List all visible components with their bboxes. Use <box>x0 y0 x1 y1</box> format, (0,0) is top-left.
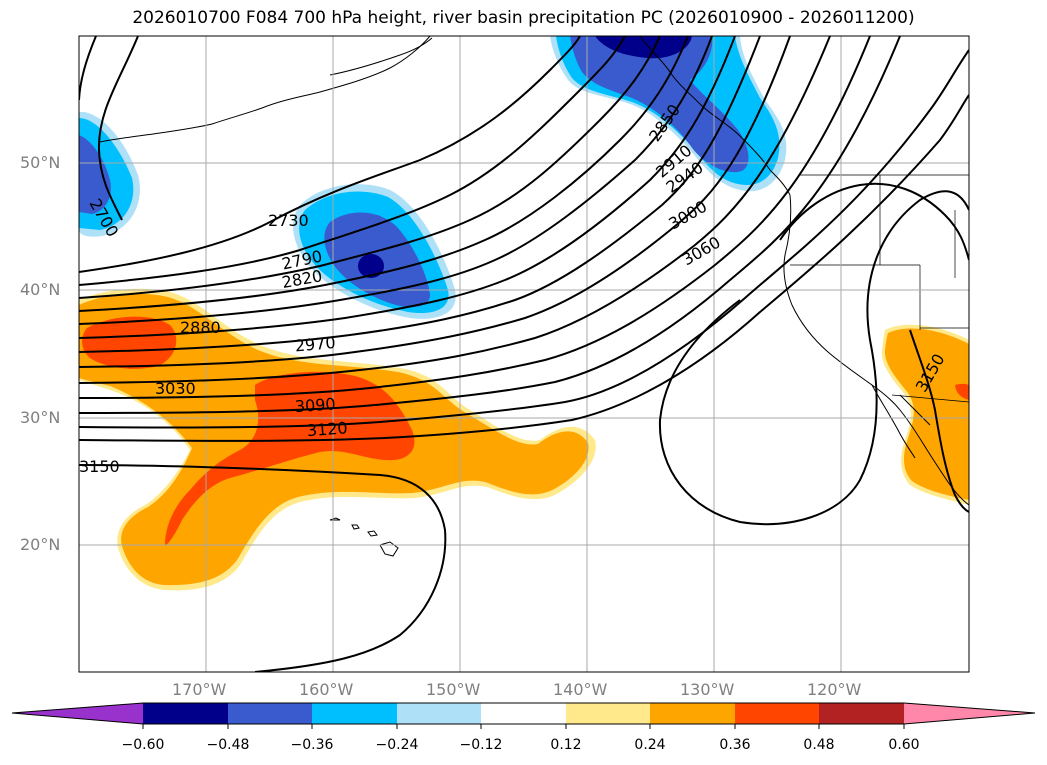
lat-label: 50°N <box>20 153 61 172</box>
lon-label: 160°W <box>299 680 354 699</box>
colorbar-segment <box>312 703 397 724</box>
colorbar-tick-label: −0.36 <box>290 737 334 753</box>
colorbar <box>11 702 1036 729</box>
contour-label: 2730 <box>268 211 309 230</box>
contour-label: 2970 <box>294 333 336 355</box>
contour-label: 3120 <box>306 418 348 440</box>
lon-label: 170°W <box>172 680 227 699</box>
contour-label: 3150 <box>79 457 120 476</box>
colorbar-segment <box>143 703 228 724</box>
colorbar-segment <box>819 703 904 724</box>
colorbar-tick-label: 0.60 <box>888 737 920 753</box>
colorbar-tick-label: 0.48 <box>803 737 835 753</box>
lon-label: 120°W <box>807 680 862 699</box>
colorbar-segment <box>650 703 735 724</box>
graticule <box>79 36 969 672</box>
coastlines <box>99 36 969 557</box>
colorbar-tick-label: −0.48 <box>206 737 250 753</box>
map-title: 2026010700 F084 700 hPa height, river ba… <box>132 8 915 28</box>
lat-label: 30°N <box>20 408 61 427</box>
colorbar-extend-high <box>904 703 1035 724</box>
colorbar-segment <box>566 703 650 724</box>
lon-label: 150°W <box>426 680 481 699</box>
colorbar-extend-low <box>12 703 143 724</box>
colorbar-tick-label: −0.60 <box>121 737 165 753</box>
contour-label: 3030 <box>155 379 196 398</box>
colorbar-tick-label: 0.36 <box>719 737 751 753</box>
lat-label: 40°N <box>20 280 61 299</box>
colorbar-tick-label: −0.12 <box>459 737 503 753</box>
contour-label: 3090 <box>294 394 336 416</box>
lon-label: 130°W <box>680 680 735 699</box>
colorbar-segment <box>228 703 312 724</box>
colorbar-segment <box>735 703 819 724</box>
colorbar-tick-label: 0.12 <box>550 737 582 753</box>
contour-label: 2880 <box>180 318 221 337</box>
lon-label: 140°W <box>553 680 608 699</box>
colorbar-segment <box>481 703 566 724</box>
colorbar-tick-label: 0.24 <box>634 737 666 753</box>
lat-label: 20°N <box>20 535 61 554</box>
colorbar-segment <box>397 703 481 724</box>
height-contours <box>79 36 969 672</box>
colorbar-tick-label: −0.24 <box>375 737 419 753</box>
